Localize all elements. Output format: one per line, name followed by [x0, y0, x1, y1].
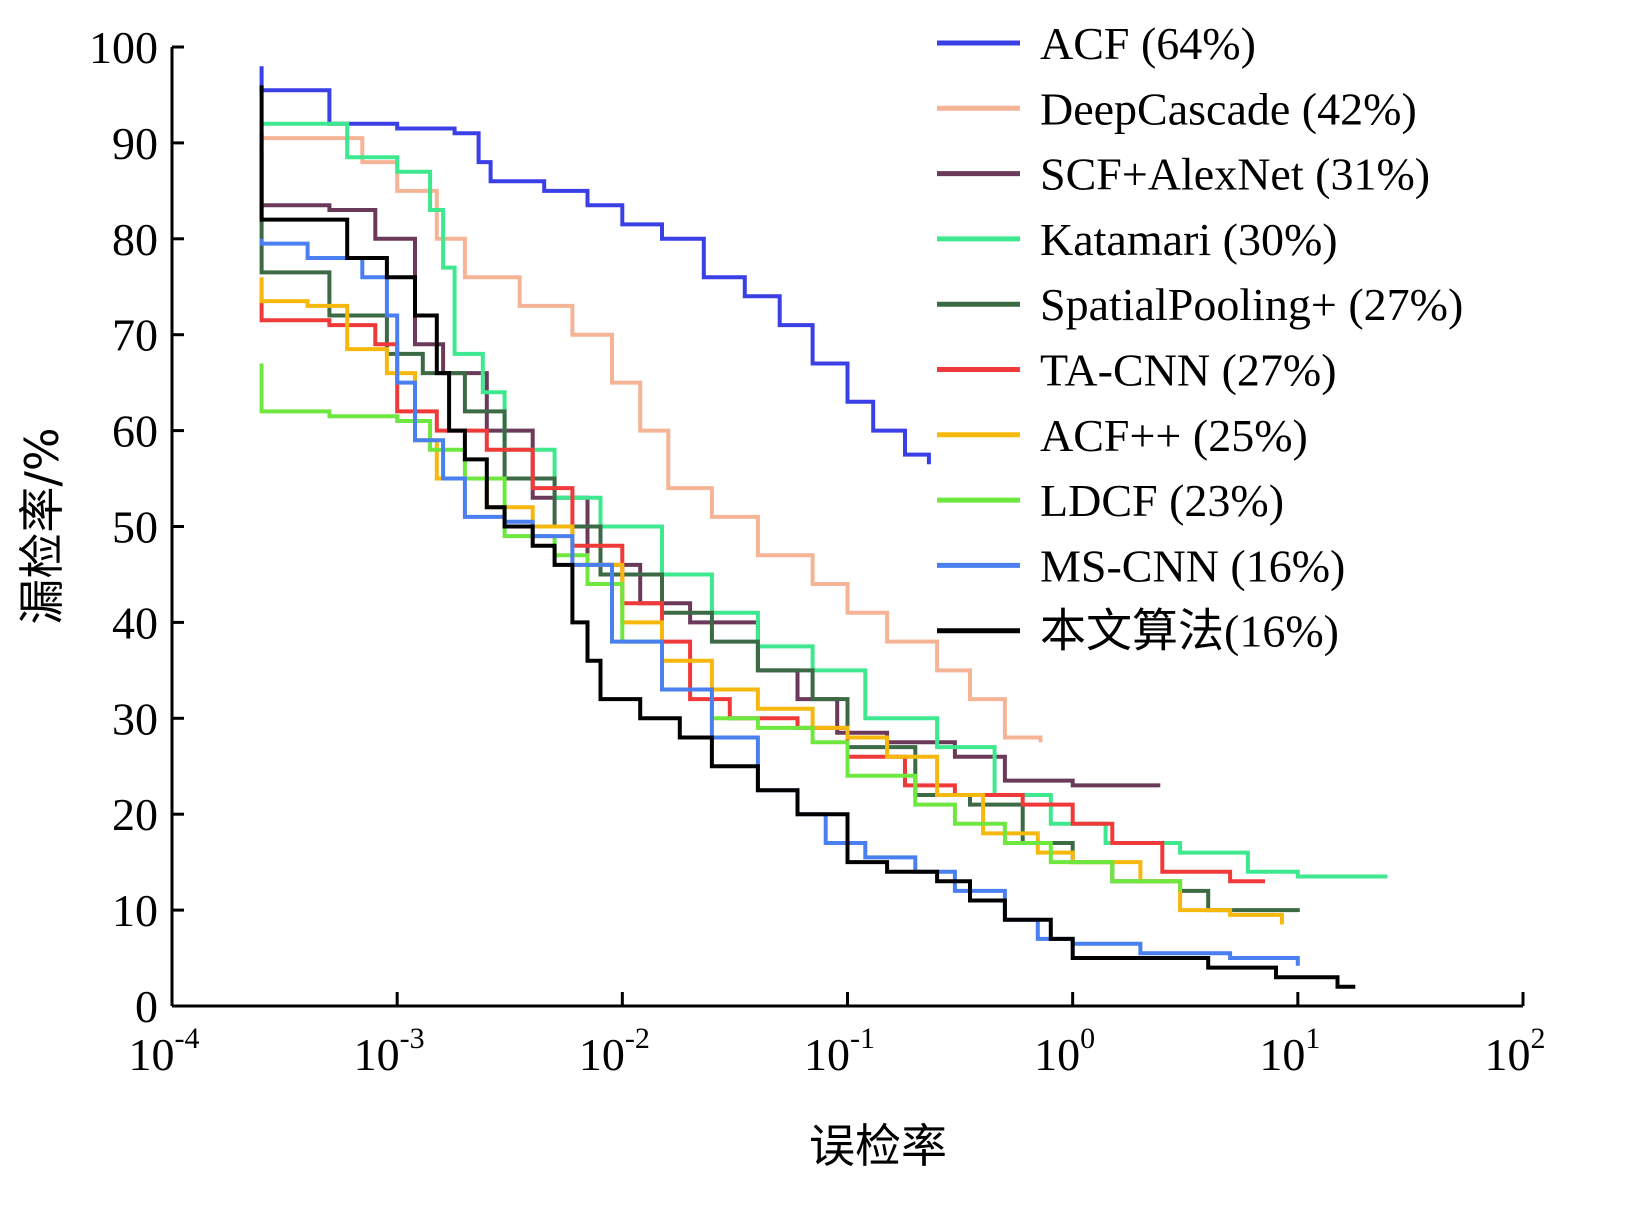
y-axis-title: 漏检率/%	[15, 427, 69, 624]
legend-label: ACF (64%)	[1040, 18, 1256, 69]
legend-label: TA-CNN (27%)	[1040, 345, 1337, 396]
y-tick-label: 10	[112, 885, 158, 936]
y-tick-label: 100	[89, 22, 158, 73]
legend: ACF (64%) DeepCascade (42%) SCF+AlexNet (3…	[937, 18, 1463, 657]
series-line	[259, 85, 1356, 989]
y-ticks: 0 10 20 30 40 50 60 70 80 90 100	[89, 22, 184, 1032]
x-tick-exponent: -2	[625, 1022, 650, 1055]
x-tick-base: 10	[129, 1029, 175, 1080]
y-tick-label: 60	[112, 406, 158, 457]
x-tick-label: 10-1	[804, 1022, 875, 1080]
x-ticks: 10-4 10-3 10-2 10-1 100 101 102	[129, 992, 1546, 1080]
series-line	[261, 121, 1388, 879]
legend-label: ACF++ (25%)	[1040, 410, 1308, 461]
x-tick-base: 10	[354, 1029, 400, 1080]
legend-label: Katamari (30%)	[1040, 214, 1338, 265]
y-tick-label: 0	[135, 981, 158, 1032]
x-tick-base: 10	[1259, 1029, 1305, 1080]
series-line	[259, 66, 931, 465]
x-tick-label: 10-4	[129, 1022, 200, 1080]
x-tick-label: 10-3	[354, 1022, 425, 1080]
x-tick-exponent: 2	[1531, 1022, 1546, 1055]
legend-label: MS-CNN (16%)	[1040, 540, 1345, 591]
series-line	[259, 152, 1161, 788]
x-tick-exponent: 1	[1305, 1022, 1320, 1055]
x-tick-base: 10	[1485, 1029, 1531, 1080]
legend-label: SCF+AlexNet (31%)	[1040, 149, 1430, 200]
series-layer	[259, 66, 1388, 989]
legend-label: LDCF (23%)	[1040, 475, 1284, 526]
x-tick-exponent: -1	[850, 1022, 875, 1055]
x-tick-exponent: -3	[400, 1022, 425, 1055]
y-tick-label: 40	[112, 597, 158, 648]
x-tick-base: 10	[579, 1029, 625, 1080]
x-tick-exponent: 0	[1080, 1022, 1095, 1055]
legend-label: DeepCascade (42%)	[1040, 83, 1417, 134]
x-tick-label: 102	[1485, 1022, 1546, 1080]
x-axis-title: 误检率	[809, 1119, 947, 1173]
y-tick-label: 20	[112, 789, 158, 840]
series-line	[259, 133, 1043, 743]
legend-label: 本文算法(16%)	[1040, 606, 1339, 657]
series-line	[259, 238, 1300, 966]
x-tick-exponent: -4	[175, 1022, 200, 1055]
x-tick-label: 100	[1034, 1022, 1095, 1080]
x-tick-base: 10	[804, 1029, 850, 1080]
x-tick-label: 10-2	[579, 1022, 650, 1080]
legend-label: SpatialPooling+ (27%)	[1040, 279, 1463, 330]
y-tick-label: 30	[112, 693, 158, 744]
y-tick-label: 70	[112, 310, 158, 361]
x-tick-label: 101	[1259, 1022, 1320, 1080]
y-tick-label: 50	[112, 502, 158, 553]
y-tick-label: 80	[112, 214, 158, 265]
x-tick-base: 10	[1034, 1029, 1080, 1080]
y-tick-label: 90	[112, 118, 158, 169]
